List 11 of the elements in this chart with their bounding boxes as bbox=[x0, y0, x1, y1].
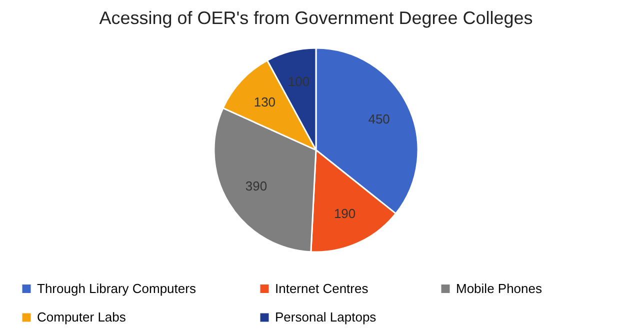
legend-label: Computer Labs bbox=[37, 310, 126, 324]
data-label: 390 bbox=[245, 178, 268, 194]
chart-title: Acessing of OER's from Government Degree Colleges bbox=[99, 8, 533, 28]
data-label: 190 bbox=[334, 206, 356, 221]
data-label: 450 bbox=[368, 112, 390, 127]
data-label: 100 bbox=[288, 74, 310, 90]
legend-label: Mobile Phones bbox=[456, 280, 542, 296]
legend-label: Internet Centres bbox=[275, 280, 369, 296]
legend-label: Through Library Computers bbox=[37, 280, 196, 296]
data-label: 130 bbox=[254, 94, 276, 110]
legend-label: Personal Laptops bbox=[275, 310, 377, 324]
